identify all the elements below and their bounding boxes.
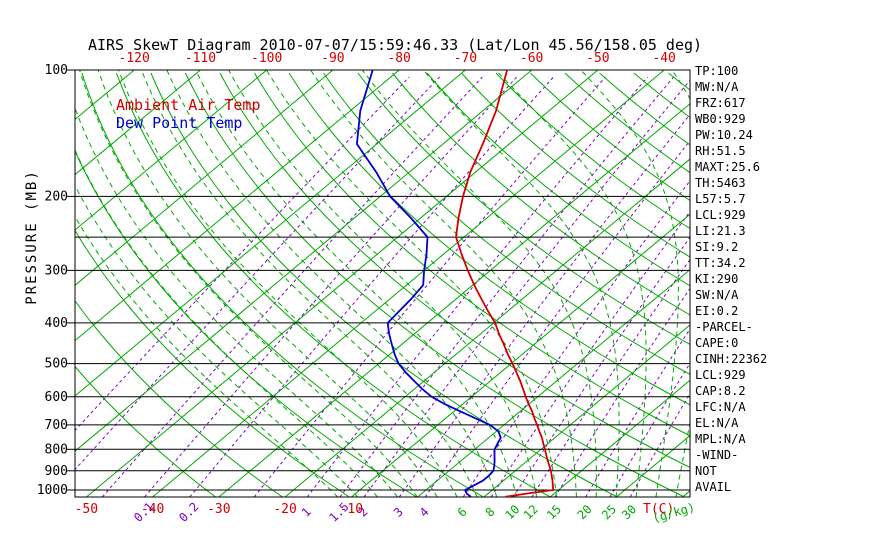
dewpoint-curve — [355, 70, 502, 497]
stat-line: -PARCEL- — [695, 320, 753, 334]
svg-text:900: 900 — [45, 464, 68, 479]
temp-unit-label: T(C) — [643, 502, 675, 517]
stat-line: CAP:8.2 — [695, 384, 746, 398]
svg-text:300: 300 — [45, 263, 68, 278]
stat-line: MPL:N/A — [695, 432, 746, 446]
stat-line: -WIND- — [695, 448, 739, 462]
stat-line: SW:N/A — [695, 288, 739, 302]
stat-line: MAXT:25.6 — [695, 160, 761, 174]
svg-text:-110: -110 — [185, 51, 216, 66]
svg-text:-100: -100 — [251, 51, 282, 66]
bottom-axis-labels: -50 -40 -30 -20 -10 — [75, 502, 363, 517]
svg-text:-40: -40 — [652, 51, 675, 66]
stat-line: WB0:929 — [695, 112, 746, 126]
stat-line: EI:0.2 — [695, 304, 739, 318]
svg-text:30: 30 — [619, 502, 639, 522]
legend-air-temp-label: Ambient Air Temp — [116, 96, 261, 114]
svg-text:3: 3 — [391, 505, 406, 520]
svg-text:-50: -50 — [75, 502, 98, 517]
svg-text:4: 4 — [417, 505, 432, 520]
svg-text:-70: -70 — [454, 51, 477, 66]
svg-text:700: 700 — [45, 418, 68, 433]
svg-text:-60: -60 — [520, 51, 543, 66]
stat-line: TP:100 — [695, 64, 739, 78]
stat-line: CAPE:0 — [695, 336, 739, 350]
stat-line: MW:N/A — [695, 80, 739, 94]
svg-text:600: 600 — [45, 390, 68, 405]
top-axis-labels: -120 -110 -100 -90 -80 -70 -60 -50 -40 — [119, 51, 676, 66]
svg-text:200: 200 — [45, 189, 68, 204]
svg-text:-30: -30 — [207, 502, 230, 517]
svg-text:1: 1 — [299, 505, 314, 520]
svg-text:800: 800 — [45, 442, 68, 457]
svg-text:100: 100 — [45, 63, 68, 78]
stat-line: TH:5463 — [695, 176, 746, 190]
svg-text:8: 8 — [483, 505, 498, 520]
stat-line: L57:5.7 — [695, 192, 746, 206]
svg-text:1000: 1000 — [37, 483, 68, 498]
stat-line: EL:N/A — [695, 416, 739, 430]
stat-line: SI:9.2 — [695, 240, 739, 254]
chart-title: AIRS SkewT Diagram 2010-07-07/15:59:46.3… — [87, 36, 703, 54]
svg-text:500: 500 — [45, 357, 68, 372]
svg-text:-10: -10 — [340, 502, 363, 517]
temperature-curve — [455, 70, 555, 497]
stat-line: RH:51.5 — [695, 144, 746, 158]
stat-line: AVAIL — [695, 480, 732, 494]
svg-text:6: 6 — [455, 505, 470, 520]
stat-line: PW:10.24 — [695, 128, 753, 142]
svg-text:-90: -90 — [321, 51, 344, 66]
stat-line: TT:34.2 — [695, 256, 746, 270]
stat-line: LCL:929 — [695, 208, 746, 222]
plot-frame — [74, 69, 691, 498]
stats-panel: TP:100 MW:N/A FRZ:617 WB0:929 PW:10.24 RH:51.… — [695, 63, 767, 495]
stat-line: CINH:22362 — [695, 352, 768, 366]
svg-text:12: 12 — [521, 502, 541, 522]
stat-line: FRZ:617 — [695, 96, 746, 110]
svg-text:-40: -40 — [141, 502, 164, 517]
stat-line: NOT — [695, 464, 717, 478]
stat-line: LCL:929 — [695, 368, 746, 382]
pressure-tick-labels: 100 200 300 400 500 600 700 800 900 1000 — [37, 63, 75, 498]
svg-text:400: 400 — [45, 316, 68, 331]
svg-text:0.2: 0.2 — [176, 500, 201, 525]
stat-line: LI:21.3 — [695, 224, 746, 238]
svg-text:15: 15 — [544, 502, 564, 522]
svg-text:10: 10 — [502, 502, 522, 522]
isotherm-lines — [75, 70, 690, 497]
svg-text:20: 20 — [575, 502, 595, 522]
pressure-axis-label: PRESSURE (MB) — [24, 169, 40, 305]
svg-text:-120: -120 — [119, 51, 150, 66]
svg-text:-20: -20 — [273, 502, 296, 517]
legend-dew-point-label: Dew Point Temp — [116, 114, 243, 132]
svg-text:-50: -50 — [586, 51, 609, 66]
svg-text:25: 25 — [599, 502, 619, 522]
svg-text:-80: -80 — [387, 51, 410, 66]
stat-line: KI:290 — [695, 272, 739, 286]
stat-line: LFC:N/A — [695, 400, 746, 414]
